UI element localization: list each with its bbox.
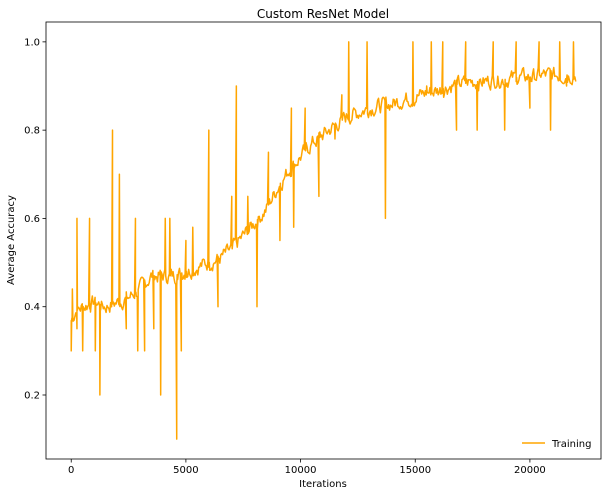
legend: Training [522, 439, 591, 450]
series-line-training [70, 41, 577, 440]
y-axis-ticks: 0.2 0.4 0.6 0.8 1.0 [24, 37, 46, 401]
y-tick-label: 0.6 [24, 214, 40, 225]
chart-title: Custom ResNet Model [257, 7, 389, 21]
legend-label-training: Training [551, 439, 591, 450]
x-axis-label: Iterations [299, 479, 347, 490]
x-tick-label: 15000 [399, 465, 431, 476]
y-tick-label: 1.0 [24, 37, 40, 48]
y-tick-label: 0.8 [24, 126, 40, 137]
plot-area [45, 21, 602, 460]
x-axis-ticks: 0 5000 10000 15000 20000 [68, 459, 546, 476]
x-tick-label: 10000 [285, 465, 317, 476]
y-axis-label: Average Accuracy [6, 195, 17, 285]
series-layer [70, 41, 577, 440]
y-tick-label: 0.2 [24, 390, 40, 401]
x-tick-label: 5000 [173, 465, 198, 476]
plot-frame [45, 21, 602, 460]
x-tick-label: 20000 [514, 465, 546, 476]
x-tick-label: 0 [68, 465, 74, 476]
y-tick-label: 0.4 [24, 302, 40, 313]
